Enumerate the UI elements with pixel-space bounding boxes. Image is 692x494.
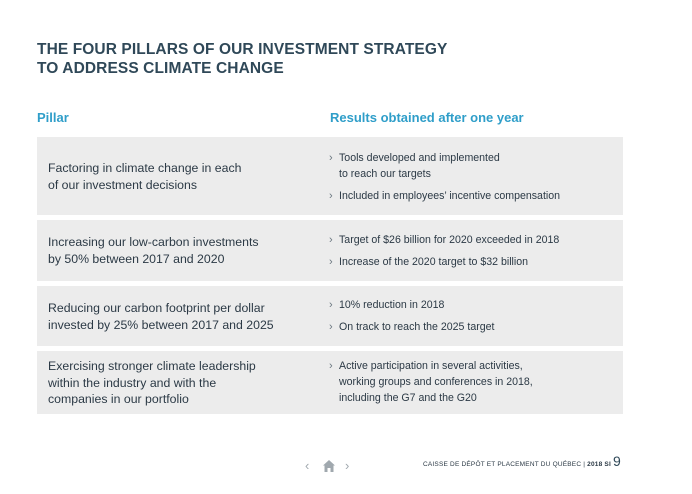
result-item: › Included in employees’ incentive compe… <box>329 188 619 204</box>
bullet-chevron-icon: › <box>329 321 333 333</box>
home-icon[interactable] <box>322 459 336 473</box>
result-item: › 10% reduction in 2018 <box>329 297 619 313</box>
pillar-text: Factoring in climate change in each of o… <box>48 160 318 193</box>
pillar-line: invested by 25% between 2017 and 2025 <box>48 317 274 332</box>
results-list: › Active participation in several activi… <box>329 358 619 406</box>
column-header-pillar: Pillar <box>37 110 69 125</box>
result-line: Active participation in several activiti… <box>339 360 523 372</box>
pillar-line: of our investment decisions <box>48 177 198 192</box>
next-page-icon[interactable]: › <box>345 458 350 473</box>
result-line: including the G7 and the G20 <box>339 392 477 404</box>
pillar-line: Factoring in climate change in each <box>48 161 242 175</box>
table-row: Factoring in climate change in each of o… <box>37 137 623 215</box>
bullet-chevron-icon: › <box>329 190 333 202</box>
results-list: › Target of $26 billion for 2020 exceede… <box>329 232 619 270</box>
table-row: Reducing our carbon footprint per dollar… <box>37 286 623 346</box>
page-title-line-2: TO ADDRESS CLIMATE CHANGE <box>37 60 284 77</box>
page-navigation: ‹ › <box>305 458 355 474</box>
result-line: Increase of the 2020 target to $32 billi… <box>339 256 529 268</box>
footer-separator: | <box>581 461 588 468</box>
result-item: › Increase of the 2020 target to $32 bil… <box>329 254 619 270</box>
bullet-chevron-icon: › <box>329 152 333 164</box>
result-item: › Tools developed and implemented to rea… <box>329 150 619 182</box>
bullet-chevron-icon: › <box>329 256 333 268</box>
pillar-text: Reducing our carbon footprint per dollar… <box>48 300 318 333</box>
result-line: On track to reach the 2025 target <box>339 321 495 333</box>
result-line: to reach our targets <box>339 168 431 180</box>
result-line: Included in employees’ incentive compens… <box>339 190 561 202</box>
footer-org: CAISSE DE DÉPÔT ET PLACEMENT DU QUÉBEC <box>423 461 582 468</box>
bullet-chevron-icon: › <box>329 299 333 311</box>
page-title-line-1: THE FOUR PILLARS OF OUR INVESTMENT STRAT… <box>37 41 448 58</box>
previous-page-icon[interactable]: ‹ <box>305 458 310 473</box>
bullet-chevron-icon: › <box>329 234 333 246</box>
footer-label: CAISSE DE DÉPÔT ET PLACEMENT DU QUÉBEC |… <box>423 461 611 468</box>
result-item: › On track to reach the 2025 target <box>329 319 619 335</box>
footer-report: 2018 SI <box>587 461 611 468</box>
result-line: Tools developed and implemented <box>339 152 500 164</box>
result-line: 10% reduction in 2018 <box>339 299 445 311</box>
table-row: Increasing our low-carbon investments by… <box>37 220 623 281</box>
pillar-line: Increasing our low-carbon investments <box>48 235 259 249</box>
pillar-text: Increasing our low-carbon investments by… <box>48 234 318 267</box>
pillar-line: Exercising stronger climate leadership <box>48 359 256 373</box>
pillar-line: within the industry and with the <box>48 375 217 390</box>
page-number: 9 <box>613 453 621 469</box>
result-line: working groups and conferences in 2018, <box>339 376 533 388</box>
table-row: Exercising stronger climate leadership w… <box>37 351 623 414</box>
results-list: › 10% reduction in 2018 › On track to re… <box>329 297 619 335</box>
result-item: › Active participation in several activi… <box>329 358 619 406</box>
pillar-line: Reducing our carbon footprint per dollar <box>48 301 265 315</box>
result-item: › Target of $26 billion for 2020 exceede… <box>329 232 619 248</box>
result-line: Target of $26 billion for 2020 exceeded … <box>339 234 560 246</box>
pillar-line: companies in our portfolio <box>48 392 189 406</box>
pillar-line: by 50% between 2017 and 2020 <box>48 251 225 266</box>
bullet-chevron-icon: › <box>329 360 333 372</box>
page-title: THE FOUR PILLARS OF OUR INVESTMENT STRAT… <box>37 40 637 78</box>
column-header-results: Results obtained after one year <box>330 110 524 125</box>
pillar-text: Exercising stronger climate leadership w… <box>48 358 318 408</box>
results-list: › Tools developed and implemented to rea… <box>329 150 619 204</box>
